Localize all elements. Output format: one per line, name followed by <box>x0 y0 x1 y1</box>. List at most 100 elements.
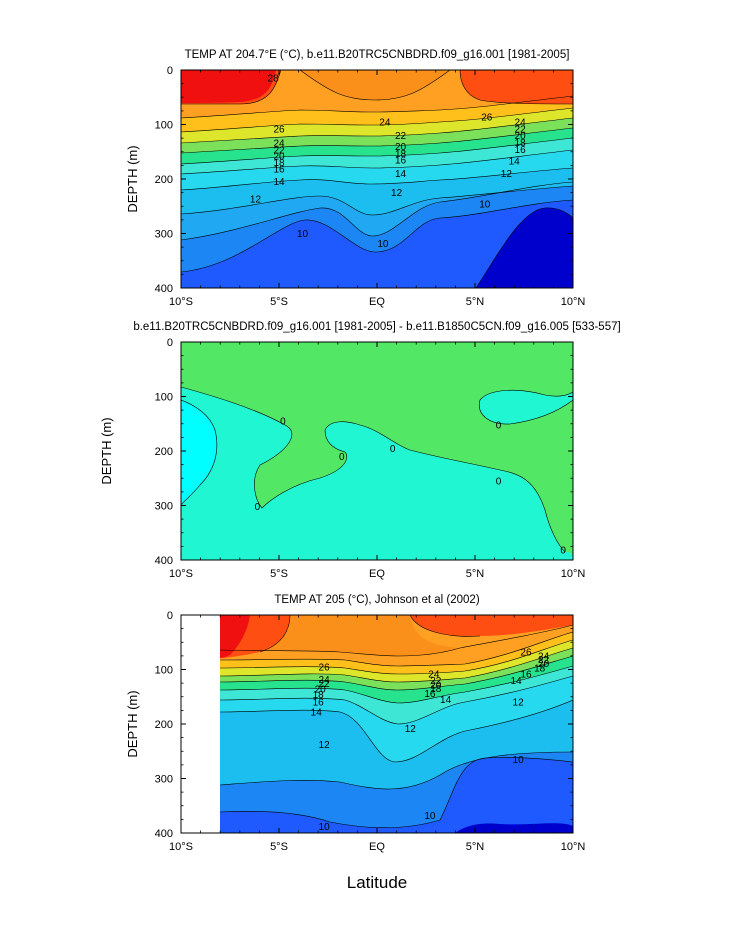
contour-label: 14 <box>395 169 407 180</box>
zero-contour-main <box>181 386 566 553</box>
contour-label: 10 <box>319 822 331 833</box>
contour-label: 14 <box>509 157 521 168</box>
y-tick-label: 100 <box>155 392 173 404</box>
y-tick-label: 0 <box>167 65 173 77</box>
x-tick-label: 10°N <box>561 296 586 308</box>
contour-label: 0 <box>560 546 566 557</box>
contour-label: 26 <box>273 124 285 135</box>
contour-label: 18 <box>430 684 442 695</box>
x-tick-label: 5°S <box>270 568 288 580</box>
contour-label: 16 <box>313 698 325 709</box>
contour-label: 14 <box>511 676 523 687</box>
y-tick-label: 400 <box>155 555 173 567</box>
y-axis-title: DEPTH (m) <box>99 417 114 484</box>
contour-label: 22 <box>395 131 407 142</box>
contour-label: 18 <box>534 663 546 674</box>
band-c13 <box>220 676 573 762</box>
contour-line-11 <box>181 181 573 241</box>
contour-label: 10 <box>424 811 436 822</box>
contour-label: 20 <box>315 685 327 696</box>
contour-label: 22 <box>319 679 331 690</box>
contour-line-20 <box>181 117 573 144</box>
contour-label: 16 <box>515 145 527 156</box>
contour-label: 24 <box>273 139 285 150</box>
contour-label: 24 <box>319 675 331 686</box>
contour-label: 12 <box>319 740 331 751</box>
contour-line-14 <box>219 675 573 725</box>
x-tick-label: 10°N <box>561 841 586 853</box>
contour-label: 24 <box>379 117 391 128</box>
band-c28-east <box>460 70 573 104</box>
axes: 10°S 5°S EQ 5°N 10°N 0 100 200 300 400 <box>155 65 586 308</box>
contour-label: 14 <box>273 177 285 188</box>
contour-line-18 <box>181 127 573 154</box>
contour-label: 20 <box>273 152 285 163</box>
band-c29-west <box>181 70 276 103</box>
contour-label: 20 <box>538 659 550 670</box>
contour-label: 18 <box>395 149 407 160</box>
contour-label: 16 <box>273 165 285 176</box>
panel-title: TEMP AT 205 (°C), Johnson et al (2002) <box>274 594 479 606</box>
contour-label: 12 <box>391 188 403 199</box>
panel-title: TEMP AT 204.7°E (°C), b.e11.B20TRC5CNBDR… <box>185 49 570 61</box>
contour-label: 20 <box>430 680 442 691</box>
contour-line-10 <box>181 199 573 273</box>
contour-strong-west <box>181 399 218 506</box>
contour-label: 12 <box>501 169 513 180</box>
axes: 10°S 5°S EQ 5°N 10°N 0 100 200 300 400 <box>155 610 586 853</box>
x-tick-label: 5°N <box>466 568 485 580</box>
y-tick-label: 400 <box>155 828 173 840</box>
contour-line-28w <box>181 70 282 105</box>
contour-label: 0 <box>496 420 502 431</box>
band-c22 <box>220 632 573 674</box>
contour-label: 12 <box>513 698 525 709</box>
panel-title: b.e11.B20TRC5CNBDRD.f09_g16.001 [1981-20… <box>133 321 620 333</box>
y-tick-label: 200 <box>155 719 173 731</box>
contour-lines <box>181 70 573 288</box>
y-tick-label: 100 <box>155 665 173 677</box>
band-c8 <box>455 823 573 833</box>
panel-observed-temperature: TEMP AT 205 (°C), Johnson et al (2002) <box>125 594 585 853</box>
band-c9 <box>220 757 573 833</box>
y-tick-label: 200 <box>155 174 173 186</box>
y-tick-label: 0 <box>167 337 173 349</box>
band-c8 <box>476 207 573 288</box>
contour-line-28e <box>459 70 573 105</box>
y-tick-label: 100 <box>155 120 173 132</box>
zero-contour-patch <box>479 389 573 425</box>
contour-label: 24 <box>538 651 550 662</box>
contour-label: 20 <box>395 142 407 153</box>
contour-labels: 0 0 0 0 0 0 0 <box>255 417 567 557</box>
contour-line-14 <box>181 149 573 175</box>
region-negative-main <box>181 387 573 560</box>
band-c12 <box>220 700 573 790</box>
contour-label: 10 <box>513 755 525 766</box>
band-c26 <box>300 70 450 100</box>
y-tick-label: 400 <box>155 283 173 295</box>
x-tick-label: EQ <box>369 841 385 853</box>
contour-label: 28 <box>268 74 280 85</box>
contour-label: 14 <box>440 695 452 706</box>
contour-line-26 <box>299 70 451 101</box>
contour-label: 16 <box>424 689 436 700</box>
band-c14 <box>220 666 573 724</box>
contour-line-16 <box>181 137 573 165</box>
contour-fill: 0 0 0 0 0 0 0 <box>181 342 573 560</box>
x-axis-title: Latitude <box>347 873 408 892</box>
x-tick-label: 10°S <box>169 296 193 308</box>
contour-label: 12 <box>250 195 262 206</box>
contour-label: 12 <box>405 724 417 735</box>
contour-label: 26 <box>319 662 331 673</box>
contour-line-24 <box>181 95 573 119</box>
x-tick-label: EQ <box>369 568 385 580</box>
x-tick-label: 10°S <box>169 841 193 853</box>
x-tick-label: 5°N <box>466 841 485 853</box>
contour-label: 0 <box>339 452 345 463</box>
x-tick-label: EQ <box>369 296 385 308</box>
contour-label: 10 <box>377 239 389 250</box>
contour-lines <box>181 386 573 553</box>
